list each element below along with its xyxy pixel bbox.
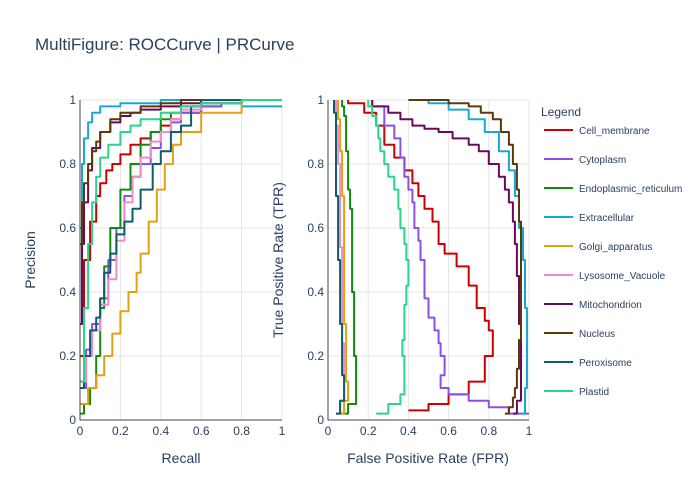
roc-curve-extracellular xyxy=(408,99,528,415)
roc-curves xyxy=(333,99,529,415)
legend-item-extracellular[interactable]: Extracellular xyxy=(544,213,635,224)
pr-y-tick-label: 0.4 xyxy=(59,285,76,299)
legend-label-cytoplasm: Cytoplasm xyxy=(579,155,626,166)
pr-curves xyxy=(80,99,282,415)
roc-x-tick-label: 0 xyxy=(325,424,332,438)
roc-x-tick-label: 1 xyxy=(526,424,533,438)
legend-label-golgi-apparatus: Golgi_apparatus xyxy=(579,242,652,253)
pr-y-axis-title: Precision xyxy=(22,231,38,289)
roc-curve-mitochondrion xyxy=(371,100,522,415)
pr-curve-plastid xyxy=(80,99,282,383)
roc-tick-labels: 0 0.2 0.4 0.6 0.8 1 0 0.2 0.4 0.6 0.8 1 xyxy=(307,93,532,438)
roc-curve-panel: 0 0.2 0.4 0.6 0.8 1 0 0.2 0.4 0.6 0.8 1 False Posit… xyxy=(270,93,533,466)
legend-label-endoplasmic-reticulum: Endoplasmic_reticulum xyxy=(579,184,682,195)
legend-item-cytoplasm[interactable]: Cytoplasm xyxy=(544,155,626,166)
legend-label-lysosome-vacuole: Lysosome_Vacuole xyxy=(579,271,666,282)
pr-y-tick-label: 1 xyxy=(69,93,76,107)
roc-y-tick-label: 0.4 xyxy=(307,285,324,299)
roc-curve-golgi-apparatus xyxy=(337,100,350,415)
roc-y-tick-label: 0.2 xyxy=(307,349,324,363)
pr-x-tick-label: 0.4 xyxy=(152,424,169,438)
legend-item-peroxisome[interactable]: Peroxisome xyxy=(544,358,632,369)
pr-curve-lysosome-vacuole xyxy=(80,99,282,383)
roc-y-tick-label: 1 xyxy=(317,93,324,107)
legend-label-nucleus: Nucleus xyxy=(579,329,615,340)
legend-label-extracellular: Extracellular xyxy=(579,213,635,224)
pr-y-tick-label: 0.8 xyxy=(59,157,76,171)
pr-y-tick-label: 0.6 xyxy=(59,221,76,235)
pr-x-tick-label: 0.8 xyxy=(233,424,250,438)
pr-y-tick-label: 0.2 xyxy=(59,349,76,363)
legend-title: Legend xyxy=(541,105,581,119)
pr-x-tick-label: 0 xyxy=(77,424,84,438)
roc-y-tick-label: 0.8 xyxy=(307,157,324,171)
figure-title: MultiFigure: ROCCurve | PRCurve xyxy=(35,35,294,54)
legend-label-plastid: Plastid xyxy=(579,387,609,398)
roc-x-tick-label: 0.8 xyxy=(480,424,497,438)
roc-curve-endoplasmic-reticulum xyxy=(340,100,358,415)
roc-y-tick-label: 0.6 xyxy=(307,221,324,235)
pr-x-tick-label: 0.2 xyxy=(112,424,129,438)
pr-x-axis-title: Recall xyxy=(162,450,201,466)
legend-label-peroxisome: Peroxisome xyxy=(579,358,632,369)
pr-x-tick-label: 0.6 xyxy=(193,424,210,438)
roc-x-axis-title: False Positive Rate (FPR) xyxy=(347,450,509,466)
legend-item-plastid[interactable]: Plastid xyxy=(544,387,609,398)
roc-y-axis-title: True Positive Rate (TPR) xyxy=(270,182,286,338)
legend-item-endoplasmic-reticulum[interactable]: Endoplasmic_reticulum xyxy=(544,184,682,195)
pr-curve-panel: 0 0.2 0.4 0.6 0.8 1 0 0.2 0.4 0.6 0.8 1 Recall Prec… xyxy=(22,93,286,466)
legend-item-golgi-apparatus[interactable]: Golgi_apparatus xyxy=(544,242,652,253)
pr-curve-golgi-apparatus xyxy=(80,99,282,405)
roc-curve-nucleus xyxy=(408,99,522,415)
pr-curve-mitochondrion xyxy=(80,99,282,325)
pr-y-tick-label: 0 xyxy=(69,413,76,427)
pr-axes xyxy=(79,100,282,421)
legend-item-lysosome-vacuole[interactable]: Lysosome_Vacuole xyxy=(544,271,666,282)
roc-x-tick-label: 0.4 xyxy=(400,424,417,438)
roc-x-tick-label: 0.6 xyxy=(440,424,457,438)
pr-x-tick-label: 1 xyxy=(279,424,286,438)
roc-x-tick-label: 0.2 xyxy=(360,424,377,438)
roc-curve-peroxisome xyxy=(333,100,346,415)
pr-curve-peroxisome xyxy=(80,99,282,389)
roc-curve-cell-membrane xyxy=(347,100,494,412)
legend-item-cell-membrane[interactable]: Cell_membrane xyxy=(544,126,650,137)
roc-curve-cytoplasm xyxy=(371,100,529,415)
legend-label-cell-membrane: Cell_membrane xyxy=(579,126,650,137)
roc-curve-plastid xyxy=(367,100,410,415)
legend-label-mitochondrion: Mitochondrion xyxy=(579,300,642,311)
legend-item-nucleus[interactable]: Nucleus xyxy=(544,329,615,340)
legend-items[interactable]: Cell_membrane Cytoplasm Endoplasmic_reticu… xyxy=(544,126,682,398)
pr-tick-labels: 0 0.2 0.4 0.6 0.8 1 0 0.2 0.4 0.6 0.8 1 xyxy=(59,93,285,438)
legend-item-mitochondrion[interactable]: Mitochondrion xyxy=(544,300,642,311)
pr-curve-nucleus xyxy=(80,99,282,245)
legend[interactable]: Legend Cell_membrane Cytoplasm Endoplasmic… xyxy=(541,105,682,398)
roc-axes xyxy=(327,100,529,421)
roc-y-tick-label: 0 xyxy=(317,413,324,427)
